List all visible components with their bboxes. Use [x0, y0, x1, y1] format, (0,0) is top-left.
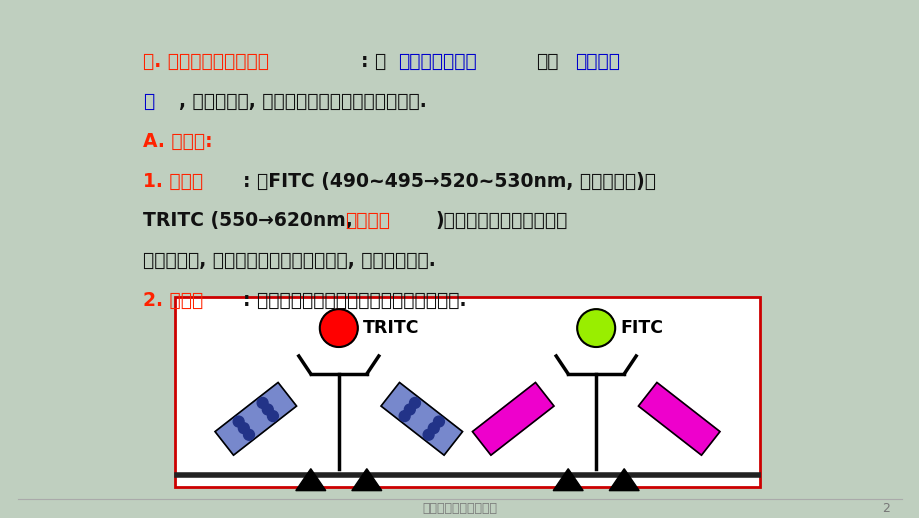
Circle shape [244, 429, 255, 440]
Polygon shape [351, 469, 381, 491]
Text: : 先后依次使用两种荧光抗体分别孵育切片.: : 先后依次使用两种荧光抗体分别孵育切片. [243, 291, 466, 310]
Text: 定比例混合, 使每个抗体均为最适稀释度, 然后孵育切片.: 定比例混合, 使每个抗体均为最适稀释度, 然后孵育切片. [142, 251, 436, 270]
Text: : 用: : 用 [360, 52, 386, 71]
Polygon shape [215, 382, 296, 455]
Text: 红色荧光: 红色荧光 [345, 211, 390, 231]
Circle shape [404, 404, 414, 415]
Text: 不同的抗: 不同的抗 [574, 52, 619, 71]
Text: TRITC (550→620nm,: TRITC (550→620nm, [142, 211, 358, 231]
Ellipse shape [320, 309, 357, 347]
Text: 2. 二步法: 2. 二步法 [142, 291, 203, 310]
Text: )分别标记的两种抗体按一: )分别标记的两种抗体按一 [435, 211, 567, 231]
Text: , 染色后观察, 相应的抗原物质显示不同的颜色.: , 染色后观察, 相应的抗原物质显示不同的颜色. [179, 92, 426, 111]
Polygon shape [638, 382, 720, 455]
Circle shape [262, 404, 273, 415]
Circle shape [257, 397, 267, 408]
Polygon shape [472, 382, 553, 455]
Text: : 将FITC (490~495→520~530nm, 黄绿色荧光)和: : 将FITC (490~495→520~530nm, 黄绿色荧光)和 [243, 171, 655, 191]
Text: TRITC: TRITC [362, 319, 419, 337]
Circle shape [423, 429, 434, 440]
Text: 体: 体 [142, 92, 154, 111]
Text: 1. 一步法: 1. 一步法 [142, 171, 203, 191]
Circle shape [233, 416, 244, 427]
Polygon shape [380, 382, 462, 455]
Text: FITC: FITC [619, 319, 663, 337]
Text: A. 直接法:: A. 直接法: [142, 132, 212, 151]
Text: 2: 2 [881, 501, 889, 514]
Circle shape [399, 411, 410, 422]
Polygon shape [608, 469, 639, 491]
FancyBboxPatch shape [175, 297, 759, 486]
Polygon shape [552, 469, 583, 491]
Circle shape [409, 397, 420, 408]
Text: 二. 免疫荧光双重染色法: 二. 免疫荧光双重染色法 [142, 52, 268, 71]
Text: 标记: 标记 [536, 52, 558, 71]
Circle shape [428, 423, 438, 434]
Text: 免疫组化双重染色技术: 免疫组化双重染色技术 [422, 501, 497, 514]
Circle shape [433, 416, 444, 427]
Polygon shape [296, 469, 325, 491]
Text: 不同的荧光色素: 不同的荧光色素 [398, 52, 476, 71]
Ellipse shape [576, 309, 615, 347]
Circle shape [267, 411, 278, 422]
Circle shape [238, 423, 249, 434]
